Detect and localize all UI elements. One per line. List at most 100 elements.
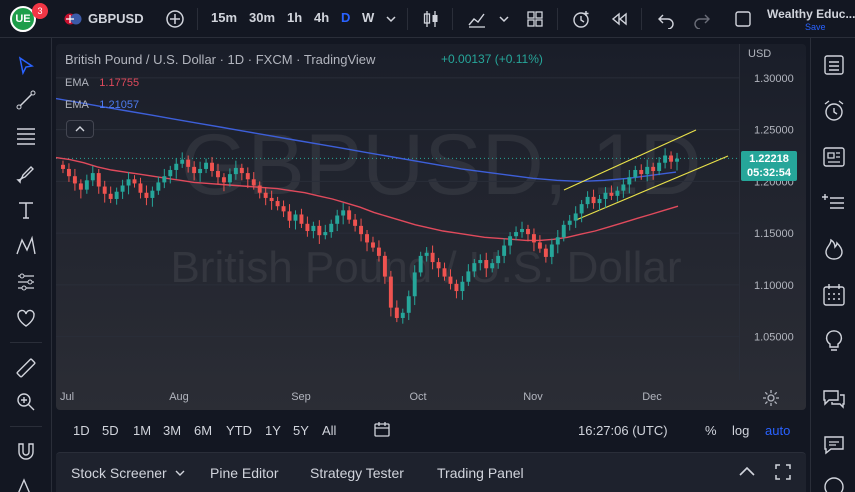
add-list-icon[interactable]	[821, 190, 847, 216]
save-button[interactable]: Save	[805, 22, 826, 32]
candles-chart-type-icon[interactable]	[421, 9, 441, 29]
legend-collapse-button[interactable]	[66, 120, 94, 138]
brush-icon[interactable]	[14, 162, 38, 186]
candle-body	[651, 166, 656, 172]
candle-body	[216, 171, 220, 178]
date-range-bar: 1D 5D 1M 3M 6M YTD 1Y 5Y All 16:27:06 (U…	[56, 412, 806, 448]
prediction-tool-icon[interactable]	[14, 270, 38, 294]
candle-body	[526, 228, 530, 235]
range-5y[interactable]: 5Y	[293, 423, 309, 438]
candle-body	[245, 173, 250, 180]
candle-body	[365, 234, 369, 243]
candlesticks	[61, 148, 679, 324]
legend-title[interactable]: British Pound / U.S. Dollar · 1D · FXCM …	[65, 52, 376, 67]
heart-icon[interactable]	[14, 306, 38, 330]
lock-drawing-icon[interactable]	[14, 474, 38, 492]
alert-clock-icon[interactable]	[571, 9, 591, 29]
replay-icon[interactable]	[609, 9, 629, 29]
candle-body	[251, 179, 256, 186]
ema-slow-legend[interactable]: EMA 1.21057	[65, 99, 139, 111]
candle-body	[502, 245, 507, 256]
notification-badge[interactable]: 3	[32, 3, 48, 19]
parallel-channel[interactable]	[563, 129, 729, 221]
chevron-down-icon[interactable]	[384, 9, 398, 29]
price-axis-ticks: 1.300001.250001.200001.150001.100001.050…	[754, 73, 794, 344]
range-ytd[interactable]: YTD	[226, 423, 252, 438]
percent-scale-toggle[interactable]: %	[705, 423, 717, 438]
text-tool-icon[interactable]	[14, 198, 38, 222]
candle-body	[448, 276, 453, 284]
interval-day[interactable]: D	[341, 10, 351, 25]
chevron-up-icon[interactable]	[738, 465, 756, 479]
candle-body	[633, 169, 638, 178]
tab-stock-screener[interactable]: Stock Screener	[71, 465, 167, 481]
interval-week[interactable]: W	[362, 10, 375, 25]
candle-body	[406, 296, 411, 313]
auto-scale-toggle[interactable]: auto	[765, 423, 791, 438]
candle-body	[198, 168, 203, 174]
range-all[interactable]: All	[322, 423, 337, 438]
trend-line-icon[interactable]	[14, 88, 38, 112]
range-1d[interactable]: 1D	[73, 423, 90, 438]
watchlist-icon[interactable]	[821, 52, 847, 78]
range-1y[interactable]: 1Y	[265, 423, 281, 438]
maximize-panel-icon[interactable]	[774, 463, 792, 481]
cursor-arrow-icon[interactable]	[14, 54, 38, 78]
user-avatar[interactable]: UE	[10, 6, 36, 32]
log-scale-toggle[interactable]: log	[732, 423, 750, 438]
price-axis[interactable]: 1.30000 1.25000 1.20000 1.15000 1.10000 1.050…	[739, 44, 806, 380]
symbol-search-button[interactable]: GBPUSD	[88, 11, 144, 26]
ruler-icon[interactable]	[14, 356, 38, 380]
help-circle-icon[interactable]	[821, 474, 847, 492]
ema-slow-line	[56, 97, 677, 183]
range-1m[interactable]: 1M	[133, 423, 152, 438]
candle-body	[335, 215, 340, 224]
chats-icon[interactable]	[821, 386, 847, 412]
ideas-lightbulb-icon[interactable]	[821, 328, 847, 354]
calendar-icon[interactable]	[821, 282, 847, 308]
utc-clock[interactable]: 16:27:06 (UTC)	[578, 423, 668, 438]
tab-strategy-tester[interactable]: Strategy Tester	[310, 465, 404, 481]
candle-body	[400, 312, 405, 318]
tab-trading-panel[interactable]: Trading Panel	[437, 465, 524, 481]
goto-date-icon[interactable]	[373, 421, 391, 439]
range-5d[interactable]: 5D	[102, 423, 119, 438]
interval-15m[interactable]: 15m	[211, 10, 238, 25]
candle-body	[239, 167, 244, 174]
hotlist-fire-icon[interactable]	[821, 236, 847, 262]
message-icon[interactable]	[821, 432, 847, 458]
range-6m[interactable]: 6M	[194, 423, 213, 438]
interval-30m[interactable]: 30m	[249, 10, 276, 25]
fullscreen-square-icon[interactable]	[733, 9, 753, 29]
redo-icon[interactable]	[692, 9, 712, 29]
candle-body	[424, 252, 429, 256]
layout-name[interactable]: Wealthy Educ...	[767, 7, 855, 21]
pattern-tool-icon[interactable]	[14, 234, 38, 258]
interval-4h[interactable]: 4h	[314, 10, 330, 25]
candle-body	[537, 242, 542, 249]
chevron-down-icon[interactable]	[174, 467, 186, 479]
compare-add-icon[interactable]	[165, 9, 185, 29]
indicators-icon[interactable]	[467, 9, 487, 29]
fib-retracement-icon[interactable]	[14, 124, 38, 148]
chevron-down-icon[interactable]	[497, 9, 511, 29]
news-icon[interactable]	[821, 144, 847, 170]
candle-body	[305, 223, 310, 232]
chart-settings-gear-icon[interactable]	[762, 389, 780, 407]
range-3m[interactable]: 3M	[163, 423, 182, 438]
alarm-clock-icon[interactable]	[821, 98, 847, 124]
undo-icon[interactable]	[656, 9, 676, 29]
interval-1h[interactable]: 1h	[287, 10, 303, 25]
magnet-icon[interactable]	[14, 440, 38, 464]
ema-fast-legend[interactable]: EMA 1.17755	[65, 77, 139, 89]
currency-label[interactable]: USD	[748, 48, 772, 60]
tab-pine-editor[interactable]: Pine Editor	[210, 465, 279, 481]
candle-body	[603, 192, 608, 199]
chart-pane[interactable]: GBPUSD, 1D British Pound / U.S. Dollar Ju…	[56, 44, 806, 410]
layout-grid-icon[interactable]	[525, 9, 545, 29]
drawing-toolbar	[0, 38, 52, 492]
candle-body	[430, 252, 435, 263]
zoom-in-icon[interactable]	[14, 390, 38, 414]
